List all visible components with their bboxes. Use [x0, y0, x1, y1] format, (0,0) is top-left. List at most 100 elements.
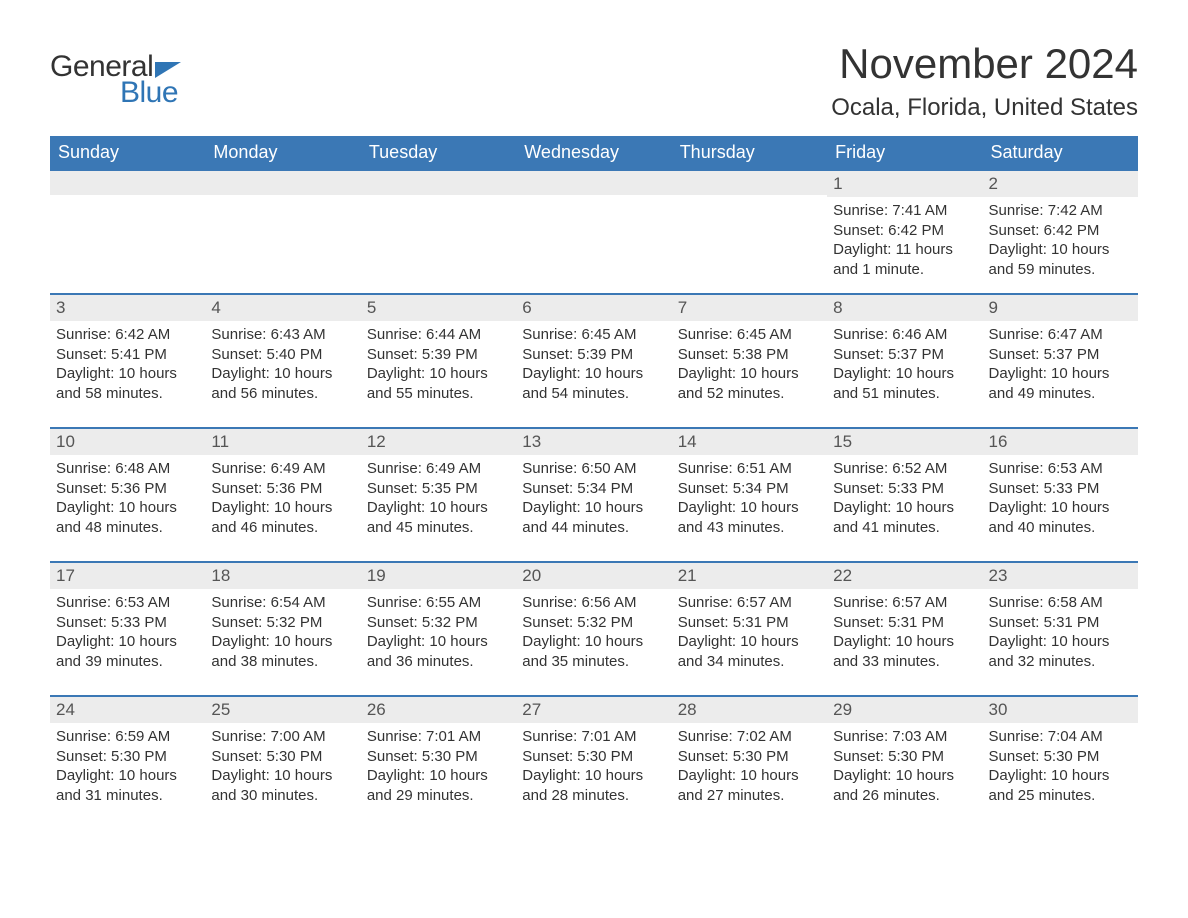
day-body: Sunrise: 6:56 AMSunset: 5:32 PMDaylight:… [516, 589, 671, 677]
daylight-line2: and 45 minutes. [367, 518, 510, 538]
day-body: Sunrise: 6:48 AMSunset: 5:36 PMDaylight:… [50, 455, 205, 543]
day-body: Sunrise: 6:45 AMSunset: 5:39 PMDaylight:… [516, 321, 671, 409]
day-body: Sunrise: 6:46 AMSunset: 5:37 PMDaylight:… [827, 321, 982, 409]
sunrise-text: Sunrise: 6:58 AM [989, 593, 1132, 613]
daylight-line2: and 58 minutes. [56, 384, 199, 404]
daylight-line2: and 56 minutes. [211, 384, 354, 404]
day-body: Sunrise: 6:57 AMSunset: 5:31 PMDaylight:… [827, 589, 982, 677]
day-cell: 9Sunrise: 6:47 AMSunset: 5:37 PMDaylight… [983, 295, 1138, 427]
day-body: Sunrise: 6:47 AMSunset: 5:37 PMDaylight:… [983, 321, 1138, 409]
day-number: 26 [361, 697, 516, 723]
sunrise-text: Sunrise: 7:00 AM [211, 727, 354, 747]
sunrise-text: Sunrise: 6:45 AM [522, 325, 665, 345]
day-number: 30 [983, 697, 1138, 723]
sunrise-text: Sunrise: 6:48 AM [56, 459, 199, 479]
day-cell: 18Sunrise: 6:54 AMSunset: 5:32 PMDayligh… [205, 563, 360, 695]
day-number: 14 [672, 429, 827, 455]
day-number: 13 [516, 429, 671, 455]
daylight-line2: and 51 minutes. [833, 384, 976, 404]
daylight-line2: and 26 minutes. [833, 786, 976, 806]
title-block: November 2024 Ocala, Florida, United Sta… [831, 40, 1138, 122]
day-cell: 3Sunrise: 6:42 AMSunset: 5:41 PMDaylight… [50, 295, 205, 427]
daylight-line1: Daylight: 10 hours [56, 766, 199, 786]
day-body: Sunrise: 7:42 AMSunset: 6:42 PMDaylight:… [983, 197, 1138, 285]
sunset-text: Sunset: 5:32 PM [211, 613, 354, 633]
day-number: 7 [672, 295, 827, 321]
day-body [50, 195, 205, 205]
daylight-line1: Daylight: 10 hours [367, 364, 510, 384]
daylight-line2: and 29 minutes. [367, 786, 510, 806]
daylight-line1: Daylight: 11 hours [833, 240, 976, 260]
day-cell: 23Sunrise: 6:58 AMSunset: 5:31 PMDayligh… [983, 563, 1138, 695]
day-cell: 27Sunrise: 7:01 AMSunset: 5:30 PMDayligh… [516, 697, 671, 811]
daylight-line1: Daylight: 10 hours [367, 632, 510, 652]
day-body: Sunrise: 6:45 AMSunset: 5:38 PMDaylight:… [672, 321, 827, 409]
day-number: 17 [50, 563, 205, 589]
sunset-text: Sunset: 5:41 PM [56, 345, 199, 365]
week-row: 3Sunrise: 6:42 AMSunset: 5:41 PMDaylight… [50, 293, 1138, 427]
day-cell: 21Sunrise: 6:57 AMSunset: 5:31 PMDayligh… [672, 563, 827, 695]
day-cell: 16Sunrise: 6:53 AMSunset: 5:33 PMDayligh… [983, 429, 1138, 561]
daylight-line1: Daylight: 10 hours [522, 364, 665, 384]
day-cell [50, 171, 205, 293]
day-body: Sunrise: 7:41 AMSunset: 6:42 PMDaylight:… [827, 197, 982, 285]
sunrise-text: Sunrise: 6:53 AM [989, 459, 1132, 479]
daylight-line1: Daylight: 10 hours [367, 498, 510, 518]
sunset-text: Sunset: 5:31 PM [989, 613, 1132, 633]
day-number: 15 [827, 429, 982, 455]
sunrise-text: Sunrise: 6:52 AM [833, 459, 976, 479]
daylight-line2: and 31 minutes. [56, 786, 199, 806]
day-cell: 8Sunrise: 6:46 AMSunset: 5:37 PMDaylight… [827, 295, 982, 427]
dow-tuesday: Tuesday [361, 136, 516, 169]
day-body: Sunrise: 6:50 AMSunset: 5:34 PMDaylight:… [516, 455, 671, 543]
daylight-line1: Daylight: 10 hours [522, 498, 665, 518]
day-number: 11 [205, 429, 360, 455]
day-number: 22 [827, 563, 982, 589]
daylight-line1: Daylight: 10 hours [833, 364, 976, 384]
day-number [205, 171, 360, 195]
day-number: 2 [983, 171, 1138, 197]
day-cell: 6Sunrise: 6:45 AMSunset: 5:39 PMDaylight… [516, 295, 671, 427]
location-subtitle: Ocala, Florida, United States [831, 94, 1138, 122]
day-cell: 7Sunrise: 6:45 AMSunset: 5:38 PMDaylight… [672, 295, 827, 427]
sunrise-text: Sunrise: 6:54 AM [211, 593, 354, 613]
sunset-text: Sunset: 5:37 PM [833, 345, 976, 365]
day-number: 10 [50, 429, 205, 455]
day-cell: 15Sunrise: 6:52 AMSunset: 5:33 PMDayligh… [827, 429, 982, 561]
day-body: Sunrise: 6:58 AMSunset: 5:31 PMDaylight:… [983, 589, 1138, 677]
day-number: 29 [827, 697, 982, 723]
sunrise-text: Sunrise: 7:41 AM [833, 201, 976, 221]
sunrise-text: Sunrise: 7:42 AM [989, 201, 1132, 221]
calendar: Sunday Monday Tuesday Wednesday Thursday… [50, 136, 1138, 811]
daylight-line2: and 35 minutes. [522, 652, 665, 672]
sunrise-text: Sunrise: 7:01 AM [522, 727, 665, 747]
day-cell: 2Sunrise: 7:42 AMSunset: 6:42 PMDaylight… [983, 171, 1138, 293]
sunset-text: Sunset: 5:40 PM [211, 345, 354, 365]
day-number: 24 [50, 697, 205, 723]
week-row: 10Sunrise: 6:48 AMSunset: 5:36 PMDayligh… [50, 427, 1138, 561]
day-number: 16 [983, 429, 1138, 455]
day-number [50, 171, 205, 195]
day-cell [361, 171, 516, 293]
sunrise-text: Sunrise: 6:55 AM [367, 593, 510, 613]
day-number: 27 [516, 697, 671, 723]
week-row: 1Sunrise: 7:41 AMSunset: 6:42 PMDaylight… [50, 169, 1138, 293]
sunset-text: Sunset: 5:34 PM [522, 479, 665, 499]
day-cell: 14Sunrise: 6:51 AMSunset: 5:34 PMDayligh… [672, 429, 827, 561]
sunset-text: Sunset: 6:42 PM [989, 221, 1132, 241]
sunrise-text: Sunrise: 6:53 AM [56, 593, 199, 613]
week-row: 17Sunrise: 6:53 AMSunset: 5:33 PMDayligh… [50, 561, 1138, 695]
header: General Blue November 2024 Ocala, Florid… [50, 40, 1138, 122]
daylight-line2: and 49 minutes. [989, 384, 1132, 404]
dow-monday: Monday [205, 136, 360, 169]
day-number: 8 [827, 295, 982, 321]
day-body [205, 195, 360, 205]
day-body: Sunrise: 6:53 AMSunset: 5:33 PMDaylight:… [983, 455, 1138, 543]
sunset-text: Sunset: 5:30 PM [678, 747, 821, 767]
day-cell: 28Sunrise: 7:02 AMSunset: 5:30 PMDayligh… [672, 697, 827, 811]
daylight-line1: Daylight: 10 hours [678, 632, 821, 652]
daylight-line1: Daylight: 10 hours [56, 498, 199, 518]
sunset-text: Sunset: 5:32 PM [522, 613, 665, 633]
daylight-line2: and 39 minutes. [56, 652, 199, 672]
daylight-line2: and 32 minutes. [989, 652, 1132, 672]
